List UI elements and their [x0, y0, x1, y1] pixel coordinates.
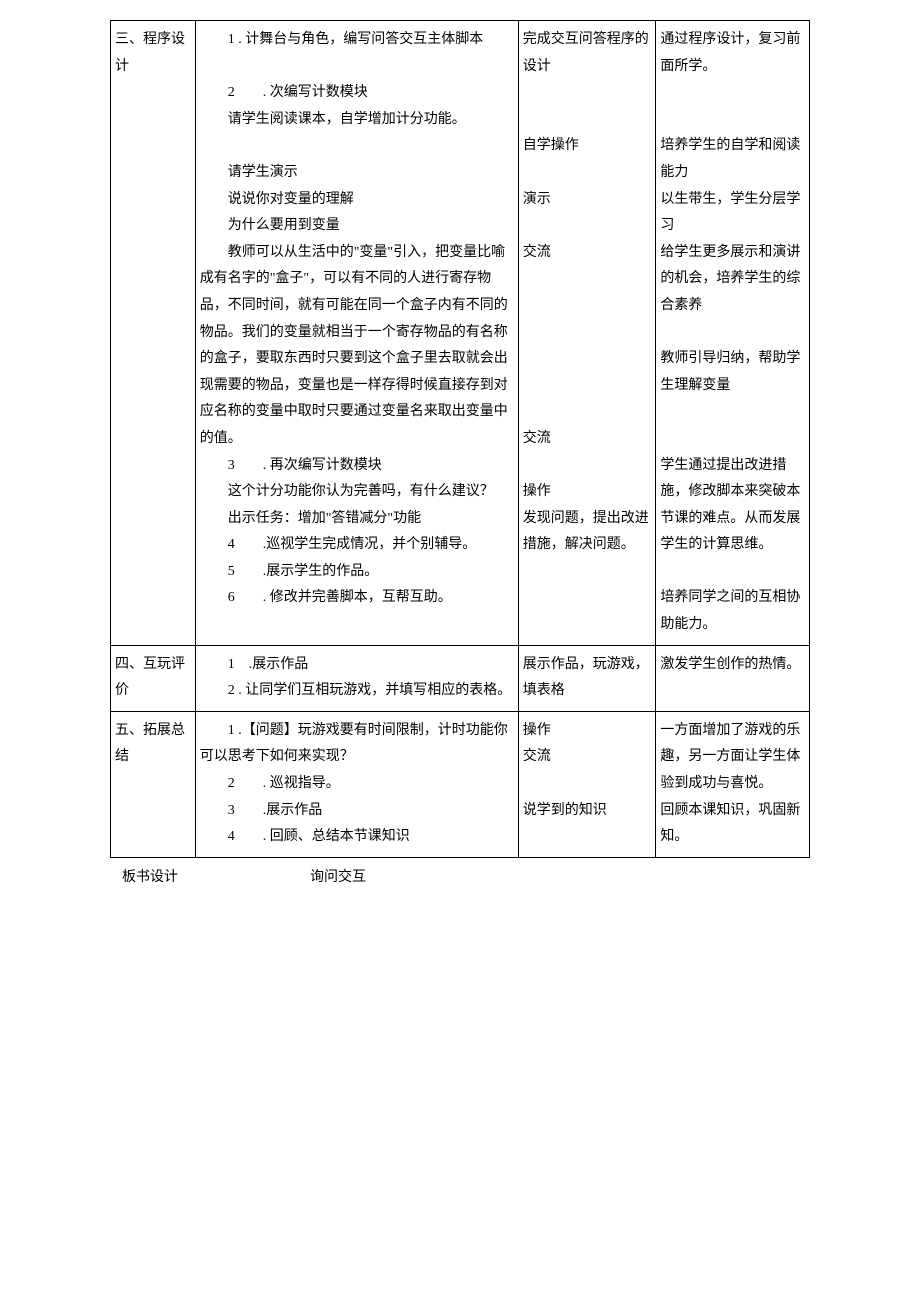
teacher-line: 这个计分功能你认为完善吗，有什么建议？	[200, 479, 514, 506]
section-cell: 五、拓展总结	[111, 711, 196, 857]
student-line	[523, 213, 652, 240]
intent-cell: 激发学生创作的热情。	[656, 645, 810, 711]
teacher-line: 3 .展示作品	[200, 798, 514, 825]
intent-line	[660, 399, 805, 426]
student-line	[523, 266, 652, 293]
intent-line: 学生通过提出改进措施，修改脚本来突破本节课的难点。从而发展学生的计算思维。	[660, 453, 805, 559]
teacher-line: 教师可以从生活中的"变量"引入，把变量比喻成有名字的"盒子"，可以有不同的人进行…	[200, 240, 514, 453]
student-line: 交流	[523, 426, 652, 453]
teacher-line	[200, 612, 514, 639]
intent-line	[660, 559, 805, 586]
footer-content: 询问交互	[190, 866, 810, 886]
table-body: 三、程序设计 1 . 计舞台与角色，编写问答交互主体脚本 2 . 次编写计数模块…	[111, 21, 810, 858]
teacher-line: 说说你对变量的理解	[200, 187, 514, 214]
table-row: 四、互玩评价 1 .展示作品 2 . 让同学们互相玩游戏，并填写相应的表格。 展…	[111, 645, 810, 711]
teacher-line: 请学生阅读课本，自学增加计分功能。	[200, 107, 514, 134]
student-line: 展示作品，玩游戏，填表格	[523, 652, 652, 705]
teacher-cell: 1 .展示作品 2 . 让同学们互相玩游戏，并填写相应的表格。	[195, 645, 518, 711]
teacher-line: 2 . 次编写计数模块	[200, 80, 514, 107]
teacher-line: 4 .巡视学生完成情况，并个别辅导。	[200, 532, 514, 559]
intent-line: 回顾本课知识，巩固新知。	[660, 798, 805, 851]
teacher-line: 2 . 巡视指导。	[200, 771, 514, 798]
student-line: 完成交互问答程序的设计	[523, 27, 652, 80]
student-line	[523, 399, 652, 426]
footer-label: 板书设计	[110, 866, 190, 886]
teacher-line	[200, 54, 514, 81]
student-line	[523, 107, 652, 134]
teacher-line: 请学生演示	[200, 160, 514, 187]
student-line: 说学到的知识	[523, 798, 652, 825]
student-line	[523, 293, 652, 320]
student-line: 交流	[523, 744, 652, 771]
footer-row: 板书设计 询问交互	[110, 866, 810, 886]
intent-line	[660, 107, 805, 134]
student-line	[523, 320, 652, 347]
student-line	[523, 80, 652, 107]
teacher-line: 6 . 修改并完善脚本，互帮互助。	[200, 585, 514, 612]
intent-cell: 通过程序设计，复习前面所学。 培养学生的自学和阅读能力 以生带生，学生分层学习 …	[656, 21, 810, 646]
teacher-cell: 1 . 计舞台与角色，编写问答交互主体脚本 2 . 次编写计数模块 请学生阅读课…	[195, 21, 518, 646]
intent-line: 激发学生创作的热情。	[660, 652, 805, 679]
table-row: 五、拓展总结 1 .【问题】玩游戏要有时间限制，计时功能你可以思考下如何来实现？…	[111, 711, 810, 857]
section-cell: 三、程序设计	[111, 21, 196, 646]
student-line: 自学操作	[523, 133, 652, 160]
student-cell: 操作 交流 说学到的知识	[518, 711, 656, 857]
teacher-line: 1 .展示作品	[200, 652, 514, 679]
intent-line: 给学生更多展示和演讲的机会，培养学生的综合素养	[660, 240, 805, 320]
teacher-line: 出示任务：增加"答错减分"功能	[200, 506, 514, 533]
intent-line	[660, 320, 805, 347]
intent-cell: 一方面增加了游戏的乐趣，另一方面让学生体验到成功与喜悦。 回顾本课知识，巩固新知…	[656, 711, 810, 857]
teacher-line: 1 .【问题】玩游戏要有时间限制，计时功能你可以思考下如何来实现？	[200, 718, 514, 771]
student-cell: 完成交互问答程序的设计 自学操作 演示 交流 交流 操作 发现问题，提出改进措施…	[518, 21, 656, 646]
teacher-line: 3 . 再次编写计数模块	[200, 453, 514, 480]
student-line	[523, 373, 652, 400]
intent-line: 以生带生，学生分层学习	[660, 187, 805, 240]
student-line	[523, 160, 652, 187]
intent-line: 通过程序设计，复习前面所学。	[660, 27, 805, 80]
teacher-line: 5 .展示学生的作品。	[200, 559, 514, 586]
student-line: 交流	[523, 240, 652, 267]
table-row: 三、程序设计 1 . 计舞台与角色，编写问答交互主体脚本 2 . 次编写计数模块…	[111, 21, 810, 646]
teacher-line: 2 . 让同学们互相玩游戏，并填写相应的表格。	[200, 678, 514, 705]
teacher-line: 1 . 计舞台与角色，编写问答交互主体脚本	[200, 27, 514, 54]
intent-line: 培养学生的自学和阅读能力	[660, 133, 805, 186]
teacher-line: 为什么要用到变量	[200, 213, 514, 240]
student-line: 发现问题，提出改进措施，解决问题。	[523, 506, 652, 559]
student-line	[523, 771, 652, 798]
student-line: 演示	[523, 187, 652, 214]
intent-line: 培养同学之间的互相协助能力。	[660, 585, 805, 638]
teacher-cell: 1 .【问题】玩游戏要有时间限制，计时功能你可以思考下如何来实现？ 2 . 巡视…	[195, 711, 518, 857]
lesson-plan-table: 三、程序设计 1 . 计舞台与角色，编写问答交互主体脚本 2 . 次编写计数模块…	[110, 20, 810, 858]
intent-line: 一方面增加了游戏的乐趣，另一方面让学生体验到成功与喜悦。	[660, 718, 805, 798]
student-line: 操作	[523, 718, 652, 745]
teacher-line	[200, 133, 514, 160]
student-cell: 展示作品，玩游戏，填表格	[518, 645, 656, 711]
student-line	[523, 346, 652, 373]
student-line: 操作	[523, 479, 652, 506]
student-line	[523, 453, 652, 480]
teacher-line: 4 . 回顾、总结本节课知识	[200, 824, 514, 851]
intent-line	[660, 426, 805, 453]
intent-line: 教师引导归纳，帮助学生理解变量	[660, 346, 805, 399]
section-cell: 四、互玩评价	[111, 645, 196, 711]
intent-line	[660, 80, 805, 107]
